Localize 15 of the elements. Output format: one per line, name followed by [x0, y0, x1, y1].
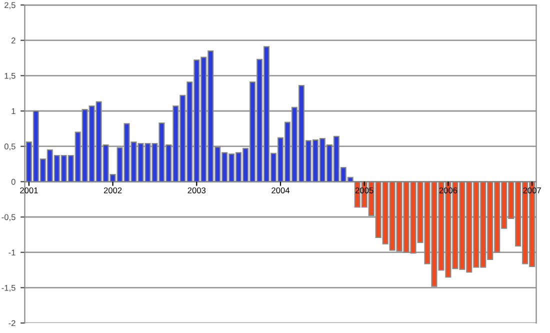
y-tick-label: 1,5	[4, 72, 16, 80]
y-tick-label: -0,5	[2, 214, 16, 222]
y-tick-label: 0	[11, 178, 16, 185]
x-tick-label: 2002	[104, 187, 122, 194]
y-tick-label: 2,5	[4, 2, 16, 10]
x-tick-label: 2003	[188, 187, 206, 194]
y-tick-label: -1,5	[2, 284, 16, 292]
y-tick-label: -2	[8, 320, 16, 326]
y-tick-label: 1	[12, 108, 16, 114]
y-tick-label: 2	[12, 38, 16, 44]
x-tick-label: 2004	[272, 187, 290, 194]
y-tick-label: 0,5	[4, 144, 16, 150]
x-tick-label: 2001	[20, 187, 38, 194]
y-tick-label: -1	[8, 250, 16, 256]
x-tick-label: 2007	[523, 187, 541, 194]
